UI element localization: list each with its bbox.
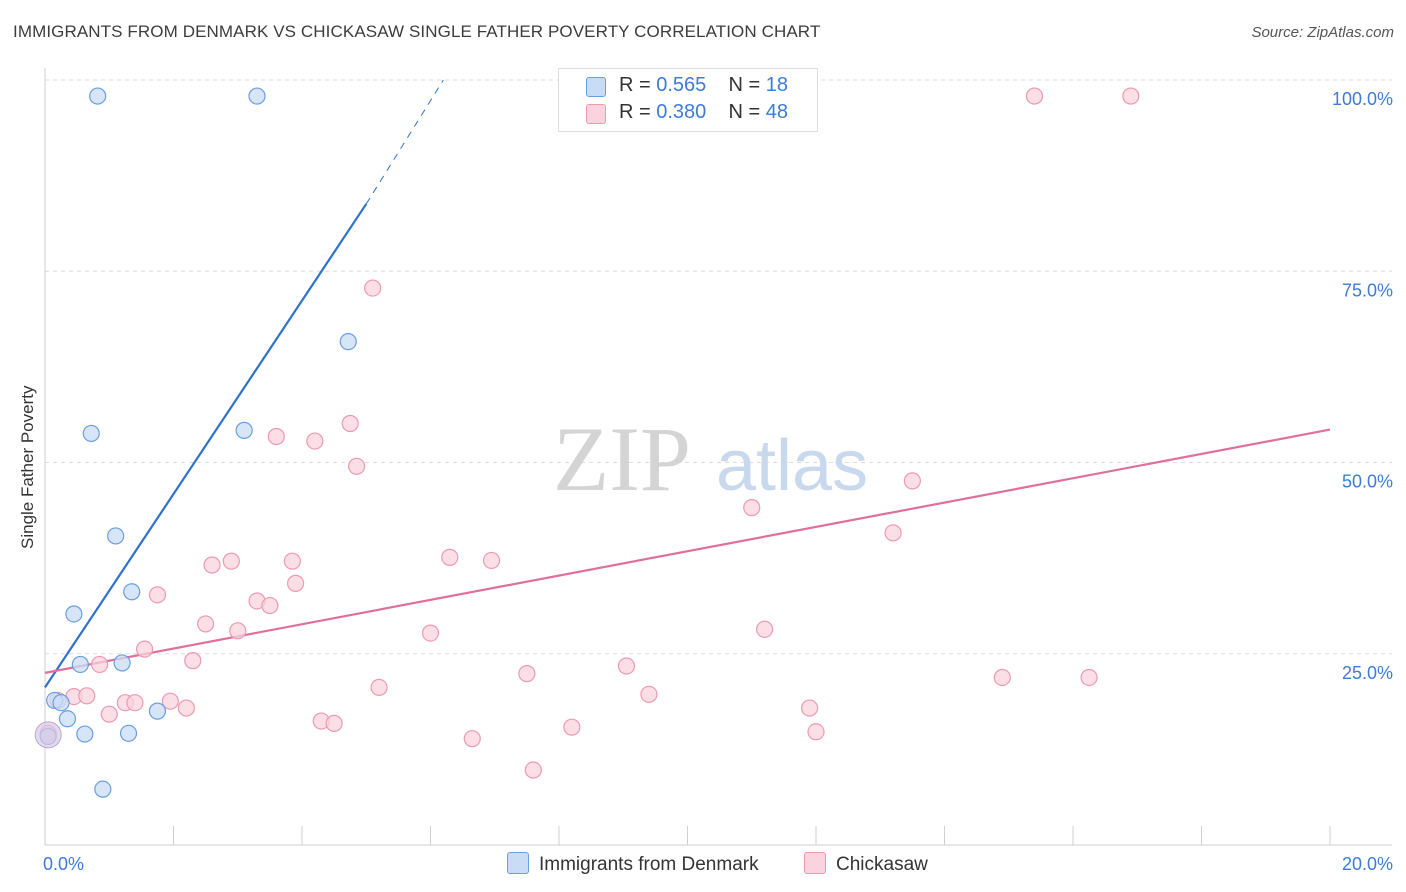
data-point-chickasaw — [229, 622, 247, 640]
data-point-denmark — [248, 87, 266, 105]
data-point-chickasaw — [100, 705, 118, 723]
data-point-denmark — [65, 605, 83, 623]
legend-n-label: N = — [728, 101, 766, 123]
y-tick-label: 75.0% — [1342, 280, 1393, 300]
data-point-chickasaw — [283, 552, 301, 570]
watermark-atlas: atlas — [716, 426, 868, 506]
data-point-denmark — [113, 654, 131, 672]
watermark: ZIP atlas — [553, 408, 868, 510]
bottom-legend-denmark: Immigrants from Denmark — [507, 852, 759, 876]
data-point-chickasaw — [743, 499, 761, 517]
data-point-denmark — [76, 725, 94, 743]
data-point-chickasaw — [1122, 87, 1140, 105]
data-point-chickasaw — [518, 665, 536, 683]
y-tick-label: 100.0% — [1332, 89, 1393, 109]
data-point-denmark — [82, 424, 100, 443]
trend-lines — [44, 79, 1331, 689]
source-label: Source: ZipAtlas.com — [1251, 24, 1394, 41]
data-point-denmark — [71, 655, 89, 674]
data-point-chickasaw — [755, 620, 774, 638]
data-point-chickasaw — [348, 457, 366, 475]
grid-lines — [45, 79, 1392, 655]
tick-labels: 25.0% 50.0% 75.0% 100.0% 0.0% 20.0% — [43, 89, 1393, 874]
y-axis-label: Single Father Poverty — [18, 385, 37, 549]
data-point-chickasaw — [463, 730, 481, 748]
data-point-chickasaw — [203, 556, 221, 574]
data-point-chickasaw — [1025, 87, 1044, 105]
data-point-denmark — [52, 694, 70, 712]
legend-swatch-denmark — [586, 77, 606, 97]
data-point-chickasaw — [222, 552, 240, 570]
data-point-denmark — [123, 583, 141, 601]
data-points — [34, 87, 1140, 798]
data-point-chickasaw — [524, 761, 542, 779]
data-point-chickasaw — [306, 432, 324, 450]
data-point-chickasaw — [807, 723, 825, 741]
legend-r-label: R = — [619, 101, 657, 123]
bottom-legend-label-denmark: Immigrants from Denmark — [539, 854, 759, 875]
legend-n-label: N = — [728, 74, 766, 96]
data-point-chickasaw — [91, 655, 109, 674]
data-point-chickasaw — [341, 414, 359, 433]
legend-r-value: 0.565 — [656, 74, 707, 96]
data-point-chickasaw — [135, 640, 154, 658]
data-point-chickasaw — [482, 551, 501, 570]
data-point-denmark — [89, 87, 107, 105]
data-point-chickasaw — [286, 574, 305, 592]
data-point-chickasaw — [364, 279, 382, 297]
y-tick-label: 50.0% — [1342, 472, 1393, 492]
watermark-zip: ZIP — [553, 408, 691, 510]
data-point-denmark — [235, 421, 253, 439]
data-point-chickasaw — [370, 678, 388, 697]
legend-n-value: 18 — [765, 74, 789, 96]
legend-r-value: 0.380 — [656, 101, 707, 123]
legend-n-value: 48 — [765, 101, 789, 123]
data-point-chickasaw — [177, 699, 195, 717]
data-point-chickasaw — [441, 548, 459, 566]
x-tick-label-max: 20.0% — [1342, 854, 1393, 874]
data-point-denmark — [94, 780, 112, 798]
axes — [44, 68, 1392, 846]
y-tick-label: 25.0% — [1342, 663, 1393, 683]
data-point-chickasaw — [903, 472, 921, 490]
data-point-chickasaw — [640, 685, 658, 703]
data-point-denmark — [119, 724, 138, 742]
x-tick-label-min: 0.0% — [43, 854, 84, 874]
data-point-denmark — [58, 710, 77, 728]
data-point-chickasaw — [325, 714, 343, 732]
data-point-denmark — [107, 527, 125, 545]
bottom-legend-swatch-denmark — [507, 852, 529, 874]
data-point-chickasaw — [197, 615, 215, 633]
chart-title: IMMIGRANTS FROM DENMARK VS CHICKASAW SIN… — [13, 22, 821, 41]
data-point-denmark — [339, 333, 357, 351]
data-point-chickasaw — [161, 692, 179, 710]
data-point-cluster — [34, 721, 62, 749]
trend-line-chickasaw — [44, 428, 1331, 674]
data-point-chickasaw — [884, 524, 902, 542]
data-point-chickasaw — [421, 624, 440, 642]
data-point-chickasaw — [563, 718, 581, 736]
bottom-legend-label-chickasaw: Chickasaw — [836, 854, 928, 875]
data-point-chickasaw — [993, 668, 1011, 687]
data-point-chickasaw — [267, 427, 285, 446]
data-point-denmark — [148, 702, 167, 720]
legend-swatch-chickasaw — [586, 104, 606, 124]
data-point-chickasaw — [800, 699, 819, 717]
data-point-chickasaw — [261, 596, 279, 615]
data-point-chickasaw — [1080, 668, 1098, 687]
data-point-chickasaw — [78, 687, 96, 705]
trend-line-extension — [365, 79, 444, 205]
data-point-chickasaw — [617, 657, 636, 675]
trend-line-denmark — [44, 203, 368, 689]
data-point-chickasaw — [126, 694, 144, 712]
legend-r-label: R = — [619, 74, 657, 96]
bottom-legend-swatch-chickasaw — [804, 852, 826, 874]
data-point-chickasaw — [184, 652, 202, 670]
bottom-legend-chickasaw: Chickasaw — [804, 852, 928, 876]
correlation-legend: R = 0.565 N = 18 R = 0.380 N = 48 — [558, 68, 818, 132]
data-point-chickasaw — [148, 586, 167, 604]
